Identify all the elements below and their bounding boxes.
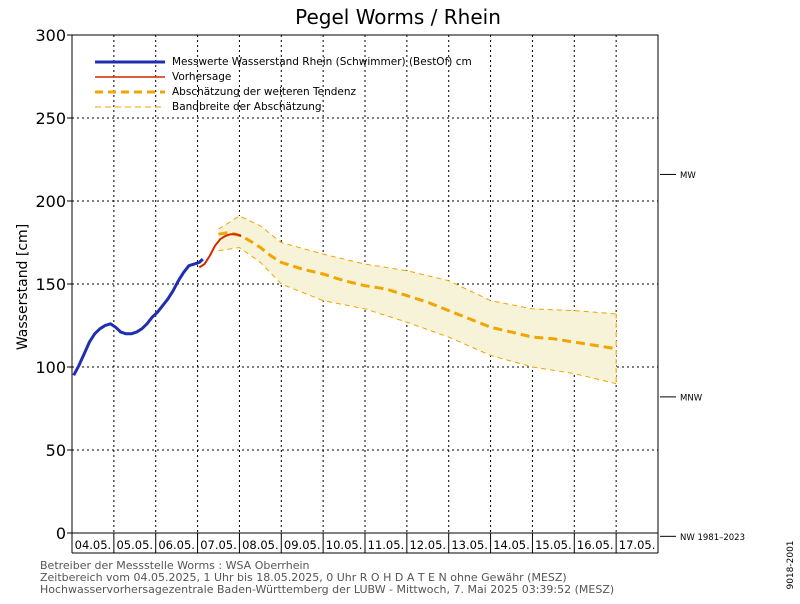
y-tick-label: 300 (35, 26, 66, 45)
y-tick-label: 100 (35, 358, 66, 377)
y-tick-label: 200 (35, 192, 66, 211)
x-tick-label: 10.05. (326, 538, 363, 552)
x-tick-label: 13.05. (451, 538, 488, 552)
series-tendency-line (218, 230, 617, 351)
legend-label-measured: Messwerte Wasserstand Rhein (Schwimmer) … (172, 56, 472, 68)
legend-label-band: Bandbreite der Abschätzung (172, 101, 322, 113)
series-layer (72, 230, 617, 377)
footer-timerange: Zeitbereich vom 04.05.2025, 1 Uhr bis 18… (40, 571, 567, 584)
x-tick-label: 05.05. (116, 538, 153, 552)
x-tick-label: 04.05. (75, 538, 112, 552)
footer-operator: Betreiber der Messstelle Worms : WSA Obe… (40, 559, 310, 572)
x-tick-label: 12.05. (409, 538, 446, 552)
x-tick-label: 17.05. (619, 538, 656, 552)
axis-layer: 0 50 100 150 200 250 300 04.05. 05.05. 06.05. 07.0… (35, 26, 655, 553)
band-upper-line (218, 215, 617, 315)
x-tick-label: 08.05. (242, 538, 279, 552)
x-tick-label: 16.05. (577, 538, 614, 552)
y-tick-label: 250 (35, 109, 66, 128)
x-tick-label: 07.05. (200, 538, 237, 552)
x-tick-label: 06.05. (158, 538, 195, 552)
series-forecast-line (198, 233, 242, 269)
reference-levels: MW MNW NW 1981–2023 (660, 171, 745, 543)
legend-label-tendency: Abschätzung der weiteren Tendenz (172, 86, 357, 98)
x-tick-label: 14.05. (493, 538, 530, 552)
legend: Messwerte Wasserstand Rhein (Schwimmer) … (95, 56, 472, 113)
footer-source: Hochwasservorhersagezentrale Baden-Württ… (40, 583, 614, 596)
reference-level-label: MNW (680, 393, 703, 403)
reference-level-label: MW (680, 171, 696, 181)
reference-level-label: NW 1981–2023 (680, 533, 745, 543)
x-tick-label: 15.05. (535, 538, 572, 552)
chart-title: Pegel Worms / Rhein (295, 5, 501, 29)
grid-layer (72, 35, 658, 533)
series-measured-line (72, 258, 204, 377)
station-code: 9018-2001 (786, 540, 796, 589)
y-tick-label: 50 (46, 441, 66, 460)
y-tick-label: 150 (35, 275, 66, 294)
y-tick-label: 0 (56, 524, 66, 543)
legend-label-forecast: Vorhersage (172, 71, 231, 83)
y-axis-title: Wasserstand [cm] (15, 224, 31, 350)
x-tick-label: 09.05. (284, 538, 321, 552)
x-tick-label: 11.05. (368, 538, 405, 552)
